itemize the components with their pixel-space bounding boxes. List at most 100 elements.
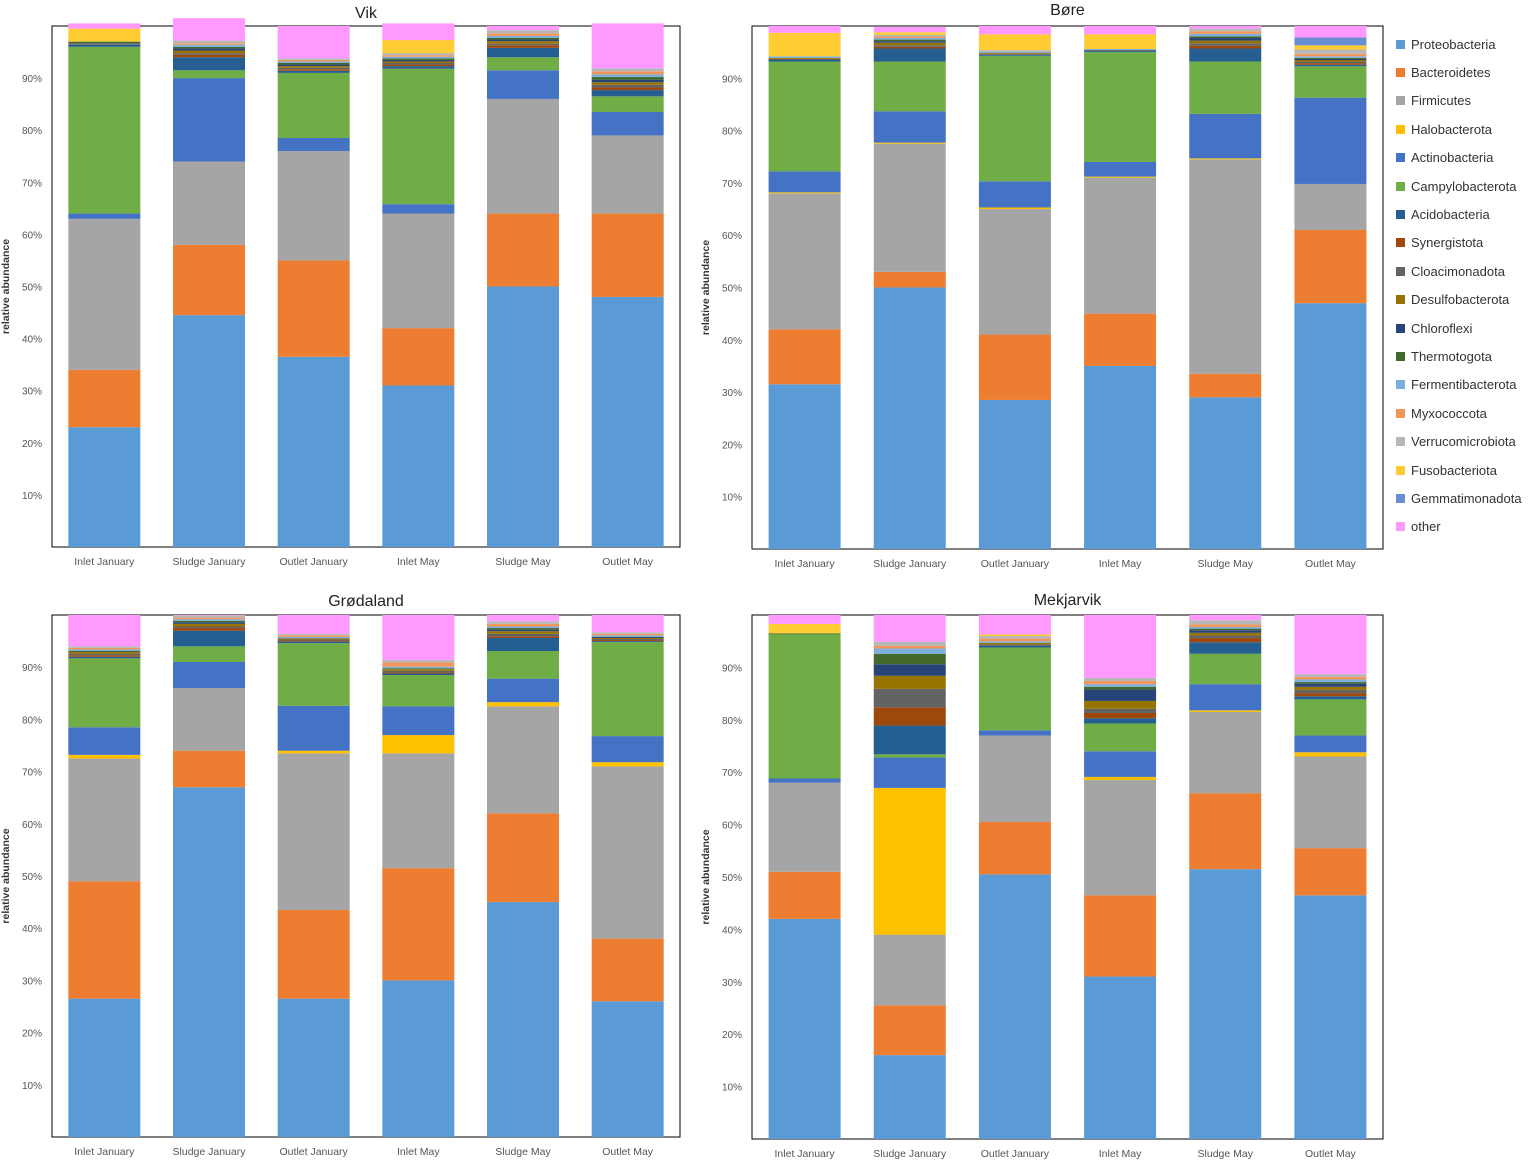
bar-segment-thermotogota bbox=[873, 39, 946, 42]
bar-segment-myxococcota bbox=[487, 33, 559, 36]
legend-item: other bbox=[1396, 513, 1535, 541]
x-tick-label: Outlet January bbox=[280, 1146, 349, 1158]
bar-segment-cloacimonadota bbox=[768, 58, 841, 60]
bar-segment-halobacterota bbox=[277, 750, 350, 754]
legend-swatch bbox=[1396, 68, 1405, 78]
bar-segment-actinobacteria bbox=[768, 171, 841, 193]
bar-segment-other bbox=[173, 18, 245, 41]
bar-segment-myxococcota bbox=[68, 647, 141, 650]
bar-segment-myxococcota bbox=[277, 635, 350, 637]
bar-segment-fermentibacterota bbox=[978, 641, 1051, 643]
bar-segment-cloacimonadota bbox=[978, 644, 1051, 646]
chart-legend: Proteobacteria Bacteroidetes Firmicutes Hal… bbox=[1396, 30, 1535, 541]
x-tick-label: Inlet January bbox=[74, 556, 135, 568]
bar-segment-cloacimonadota bbox=[68, 43, 141, 45]
bar-segment-cloacimonadota bbox=[978, 53, 1051, 55]
bar-segment-other bbox=[68, 615, 141, 647]
bar-segment-fermentibacterota bbox=[173, 44, 245, 47]
bar-segment-thermotogota bbox=[873, 653, 946, 665]
bar-segment-bacteroidetes bbox=[277, 260, 350, 357]
legend-label: Bacteroidetes bbox=[1411, 65, 1491, 81]
bar-segment-other bbox=[277, 26, 350, 59]
legend-item: Thermotogota bbox=[1396, 342, 1535, 370]
bar-segment-halobacterota bbox=[1084, 176, 1157, 178]
bar-segment-desulfobacterota bbox=[277, 638, 350, 640]
bar-segment-firmicutes bbox=[591, 135, 664, 214]
bar-segment-firmicutes bbox=[277, 151, 350, 261]
bar-segment-proteobacteria bbox=[173, 787, 245, 1137]
y-tick-label: 20% bbox=[22, 1029, 42, 1040]
bar-segment-campylobacterota bbox=[382, 68, 455, 205]
x-tick-label: Inlet January bbox=[74, 1146, 135, 1158]
bar-segment-bacteroidetes bbox=[873, 1005, 946, 1056]
legend-item: Synergistota bbox=[1396, 229, 1535, 257]
bar-segment-fermentibacterota bbox=[768, 56, 841, 58]
legend-label: Firmicutes bbox=[1411, 93, 1471, 109]
y-tick-label: 80% bbox=[22, 126, 42, 137]
y-tick-label: 80% bbox=[22, 715, 42, 726]
legend-swatch bbox=[1396, 295, 1405, 305]
bar-segment-myxococcota bbox=[978, 638, 1051, 642]
x-tick-label: Inlet May bbox=[1099, 1148, 1142, 1160]
bar-segment-proteobacteria bbox=[591, 1001, 664, 1137]
bar-segment-acidobacteria bbox=[487, 47, 559, 58]
bar-segment-fermentibacterota bbox=[1189, 627, 1262, 629]
bar-segment-firmicutes bbox=[1189, 159, 1262, 374]
legend-item: Gemmatimonadota bbox=[1396, 484, 1535, 512]
bar-segment-desulfobacterota bbox=[1084, 700, 1157, 709]
bar-segment-desulfobacterota bbox=[768, 57, 841, 59]
bar-segment-other bbox=[1189, 26, 1262, 29]
bar-segment-proteobacteria bbox=[277, 356, 350, 547]
bar-segment-desulfobacterota bbox=[173, 50, 245, 54]
bar-segment-proteobacteria bbox=[173, 315, 245, 547]
bar-segment-firmicutes bbox=[173, 161, 245, 245]
x-tick-label: Outlet January bbox=[981, 558, 1050, 570]
bar-segment-halobacterota bbox=[1294, 752, 1367, 757]
bar-segment-synergistota bbox=[591, 640, 664, 642]
bar-segment-chloroflexi bbox=[173, 48, 245, 51]
bar-segment-chloroflexi bbox=[487, 39, 559, 42]
bar-segment-halobacterota bbox=[591, 762, 664, 767]
legend-swatch bbox=[1396, 465, 1405, 475]
bar-segment-fusobacteriota bbox=[1084, 34, 1157, 50]
bar-segment-proteobacteria bbox=[487, 902, 559, 1137]
bar-segment-verrucomicrobiota bbox=[1294, 674, 1367, 677]
bar-segment-desulfobacterota bbox=[1189, 40, 1262, 44]
legend-item: Fermentibacterota bbox=[1396, 371, 1535, 399]
bar-segment-campylobacterota bbox=[1189, 653, 1262, 685]
bar-segment-fermentibacterota bbox=[873, 648, 946, 654]
bar-segment-fusobacteriota bbox=[382, 40, 455, 54]
bar-segment-chloroflexi bbox=[173, 622, 245, 624]
x-tick-label: Sludge May bbox=[495, 1146, 551, 1158]
x-tick-label: Inlet May bbox=[1099, 558, 1142, 570]
bar-segment-proteobacteria bbox=[382, 385, 455, 547]
bar-segment-cloacimonadota bbox=[173, 53, 245, 55]
bar-segment-synergistota bbox=[1189, 45, 1262, 49]
legend-item: Firmicutes bbox=[1396, 87, 1535, 115]
bar-segment-bacteroidetes bbox=[382, 868, 455, 981]
bar-segment-campylobacterota bbox=[1189, 61, 1262, 114]
bar-segment-firmicutes bbox=[1189, 711, 1262, 794]
bar-segment-cloacimonadota bbox=[382, 62, 455, 65]
legend-swatch bbox=[1396, 153, 1405, 163]
x-tick-label: Sludge January bbox=[173, 1146, 247, 1158]
bar-segment-chloroflexi bbox=[277, 64, 350, 67]
legend-swatch bbox=[1396, 437, 1405, 447]
legend-label: Desulfobacterota bbox=[1411, 292, 1510, 308]
x-tick-label: Sludge May bbox=[495, 556, 551, 568]
legend-item: Halobacterota bbox=[1396, 115, 1535, 143]
bar-segment-cloacimonadota bbox=[277, 67, 350, 70]
bar-segment-other bbox=[277, 615, 350, 634]
bar-segment-fermentibacterota bbox=[1189, 33, 1262, 37]
bar-segment-campylobacterota bbox=[978, 55, 1051, 182]
y-tick-label: 90% bbox=[22, 663, 42, 674]
x-tick-label: Outlet May bbox=[602, 1146, 654, 1158]
bar-segment-cloacimonadota bbox=[487, 633, 559, 637]
bar-segment-chloroflexi bbox=[1294, 58, 1367, 60]
legend-label: Actinobacteria bbox=[1411, 150, 1494, 166]
bar-segment-verrucomicrobiota bbox=[487, 30, 559, 34]
bar-segment-myxococcota bbox=[591, 633, 664, 636]
y-tick-label: 10% bbox=[22, 491, 42, 502]
bar-segment-proteobacteria bbox=[978, 874, 1051, 1139]
bar-segment-thermotogota bbox=[487, 37, 559, 40]
